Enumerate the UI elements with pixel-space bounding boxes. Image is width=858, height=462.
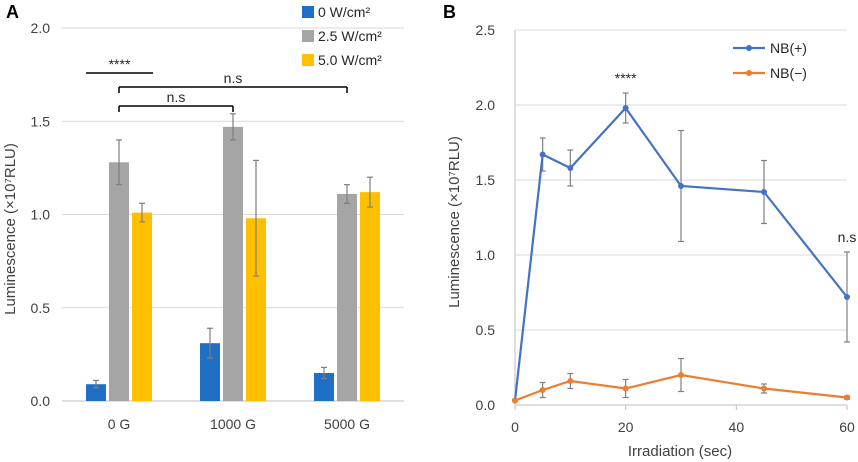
panel-b-y-tick-label: 0.0 bbox=[476, 397, 496, 413]
panel-a-y-axis-label: Luminescence (×10⁷RLU) bbox=[2, 143, 19, 315]
panel-b-x-tick-label: 20 bbox=[618, 419, 634, 435]
panel-a-bar bbox=[360, 192, 380, 401]
panel-b-data-point bbox=[539, 151, 546, 158]
panel-b-y-tick-label: 1.5 bbox=[476, 172, 496, 188]
panel-b-data-point bbox=[567, 165, 574, 171]
panel-b-data-point bbox=[622, 105, 629, 111]
panel-a-x-ticks: 0 G 1000 G 5000 G bbox=[108, 416, 370, 432]
panel-a-bar bbox=[109, 162, 129, 401]
panel-b-legend-label: NB(+) bbox=[770, 40, 807, 56]
panel-b-legend-marker bbox=[746, 45, 752, 51]
panel-b-data-point bbox=[678, 183, 684, 189]
panel-a-x-tick-label: 1000 G bbox=[210, 416, 256, 432]
panel-a-bar bbox=[200, 343, 220, 401]
panel-b: B 0.0 0.5 1.0 1.5 2.0 2.5 0 20 40 60 **** n.s NB(… bbox=[443, 2, 856, 460]
panel-b-lines bbox=[512, 105, 850, 404]
panel-b-y-tick-label: 1.0 bbox=[476, 247, 496, 263]
panel-a: A 0.0 0.5 1.0 1.5 2.0 0 G 1000 G 5000 G **** n.… bbox=[2, 2, 404, 432]
panel-b-y-axis-label: Luminescence (×10⁷RLU) bbox=[446, 136, 463, 308]
panel-a-legend-label: 5.0 W/cm² bbox=[318, 52, 382, 68]
panel-a-y-tick-label: 1.0 bbox=[31, 207, 51, 223]
panel-a-significance: **** n.s n.s bbox=[86, 56, 348, 112]
panel-b-error-bars bbox=[539, 92, 850, 400]
panel-b-significance-label: n.s bbox=[838, 229, 857, 245]
panel-a-bars bbox=[86, 113, 380, 401]
panel-a-y-tick-label: 0.0 bbox=[31, 393, 51, 409]
panel-a-legend-label: 2.5 W/cm² bbox=[318, 28, 382, 44]
panel-b-significance: **** n.s bbox=[615, 70, 857, 245]
panel-a-bar bbox=[223, 126, 243, 401]
panel-a-legend-label: 0 W/cm² bbox=[318, 4, 370, 20]
panel-a-legend-swatch bbox=[302, 6, 314, 18]
panel-a-legend: 0 W/cm² 2.5 W/cm² 5.0 W/cm² bbox=[302, 4, 382, 68]
panel-a-legend-swatch bbox=[302, 54, 314, 66]
panel-b-label: B bbox=[443, 2, 456, 22]
panel-b-x-tick-label: 60 bbox=[839, 419, 855, 435]
panel-b-y-ticks: 0.0 0.5 1.0 1.5 2.0 2.5 bbox=[476, 22, 496, 413]
panel-b-data-point bbox=[567, 378, 574, 384]
panel-b-y-tick-label: 0.5 bbox=[476, 322, 496, 338]
panel-a-bar bbox=[337, 193, 357, 401]
panel-b-significance-label: **** bbox=[615, 70, 637, 86]
panel-a-y-tick-label: 0.5 bbox=[31, 300, 51, 316]
panel-b-x-tick-label: 0 bbox=[511, 419, 519, 435]
panel-b-x-tick-label: 40 bbox=[729, 419, 745, 435]
panel-b-data-point bbox=[622, 385, 629, 392]
panel-b-legend-label: NB(−) bbox=[770, 65, 807, 81]
panel-a-y-ticks: 0.0 0.5 1.0 1.5 2.0 bbox=[31, 20, 51, 409]
panel-a-legend-swatch bbox=[302, 30, 314, 42]
panel-b-data-point bbox=[539, 387, 546, 393]
panel-a-y-tick-label: 2.0 bbox=[31, 20, 51, 36]
panel-b-y-tick-label: 2.5 bbox=[476, 22, 496, 38]
panel-a-y-tick-label: 1.5 bbox=[31, 113, 51, 129]
panel-a-bar bbox=[86, 384, 106, 401]
panel-a-significance-label: n.s bbox=[167, 89, 186, 105]
panel-a-bar bbox=[246, 218, 266, 401]
panel-a-x-tick-label: 5000 G bbox=[324, 416, 370, 432]
panel-b-data-point bbox=[761, 385, 767, 392]
panel-b-data-point bbox=[761, 189, 767, 195]
panel-b-data-point bbox=[678, 372, 684, 378]
panel-b-data-point bbox=[512, 397, 518, 404]
panel-a-label: A bbox=[6, 2, 19, 22]
panel-b-data-point bbox=[844, 394, 850, 401]
panel-a-significance-label: **** bbox=[109, 56, 131, 72]
panel-a-x-tick-label: 0 G bbox=[108, 416, 131, 432]
panel-a-bar bbox=[132, 212, 152, 401]
panel-b-x-axis-label: Irradiation (sec) bbox=[628, 443, 732, 460]
panel-a-significance-label: n.s bbox=[224, 70, 243, 86]
panel-a-bar bbox=[314, 373, 334, 401]
panel-b-data-point bbox=[844, 294, 850, 300]
panel-b-x-ticks: 0 20 40 60 bbox=[511, 405, 855, 435]
panel-b-legend-marker bbox=[746, 70, 752, 76]
panel-b-y-tick-label: 2.0 bbox=[476, 97, 496, 113]
panel-b-legend: NB(+) NB(−) bbox=[733, 40, 807, 81]
